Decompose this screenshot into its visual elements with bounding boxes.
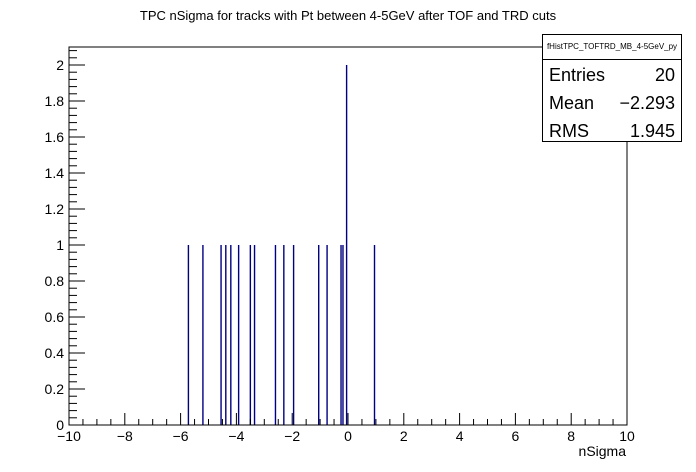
histogram-bar (225, 245, 227, 425)
y-tick-label: 2 (56, 57, 64, 73)
stats-divider (543, 59, 681, 60)
y-tick-label: 0 (56, 417, 64, 433)
y-tick-label: 1 (56, 237, 64, 253)
histogram-bar (340, 245, 342, 425)
y-tick-label: 0.2 (45, 381, 65, 397)
x-tick-label: 0 (344, 428, 352, 444)
stats-mean-label: Mean (549, 93, 595, 113)
histogram-bar (249, 245, 252, 425)
axis-ticks: −10 −8 −6 −4 −2 0 2 4 6 8 10 0 0.2 0.4 0.6 0.8 1 1.2 1.4 1.… (45, 50, 635, 444)
y-tick-label: 0.6 (45, 309, 65, 325)
histogram-bar (187, 245, 190, 425)
x-tick-label: −8 (117, 428, 133, 444)
stats-rms-value: 1.945 (629, 121, 675, 141)
histogram-bar (342, 245, 344, 425)
x-axis-label: nSigma (579, 443, 627, 459)
histogram-bar (230, 245, 232, 425)
histogram-bar (253, 245, 256, 425)
x-tick-label: −10 (57, 428, 81, 444)
stats-box: fHistTPC_TOFTRD_MB_4-5GeV_py Entries 20 … (542, 34, 682, 142)
stats-entries-label: Entries (549, 65, 606, 85)
x-tick-label: −2 (284, 428, 300, 444)
stats-rms-label: RMS (549, 121, 589, 141)
stats-row-entries: Entries 20 (549, 61, 675, 89)
stats-entries-value: 20 (654, 65, 675, 85)
x-tick-label: 6 (512, 428, 520, 444)
y-tick-label: 0.4 (45, 345, 65, 361)
histogram-bar (283, 245, 285, 425)
histogram-bar (318, 245, 320, 425)
histogram-bar (326, 245, 328, 425)
histogram-bars (187, 65, 376, 425)
histogram-bar (274, 245, 277, 425)
x-tick-label: 8 (567, 428, 575, 444)
histogram-bar (202, 245, 204, 425)
histogram-bar (220, 245, 222, 425)
stats-row-mean: Mean −2.293 (549, 89, 675, 117)
histogram-bar (237, 245, 240, 425)
x-tick-label: 4 (456, 428, 464, 444)
x-tick-label: 10 (619, 428, 635, 444)
plot-frame (68, 46, 628, 426)
stats-row-rms: RMS 1.945 (549, 117, 675, 145)
stats-mean-value: −2.293 (619, 93, 675, 113)
y-tick-label: 1.2 (45, 201, 65, 217)
stats-histogram-name: fHistTPC_TOFTRD_MB_4-5GeV_py (546, 42, 678, 51)
histogram-bar (345, 65, 348, 425)
x-tick-label: −6 (173, 428, 189, 444)
chart-title: TPC nSigma for tracks with Pt between 4-… (140, 8, 557, 23)
histogram-bar (373, 245, 376, 425)
y-tick-label: 1.4 (45, 165, 65, 181)
y-tick-label: 1.6 (45, 129, 65, 145)
y-tick-label: 1.8 (45, 93, 65, 109)
x-tick-label: 2 (400, 428, 408, 444)
y-tick-label: 0.8 (45, 273, 65, 289)
x-tick-label: −4 (228, 428, 244, 444)
histogram-bar (292, 245, 295, 425)
